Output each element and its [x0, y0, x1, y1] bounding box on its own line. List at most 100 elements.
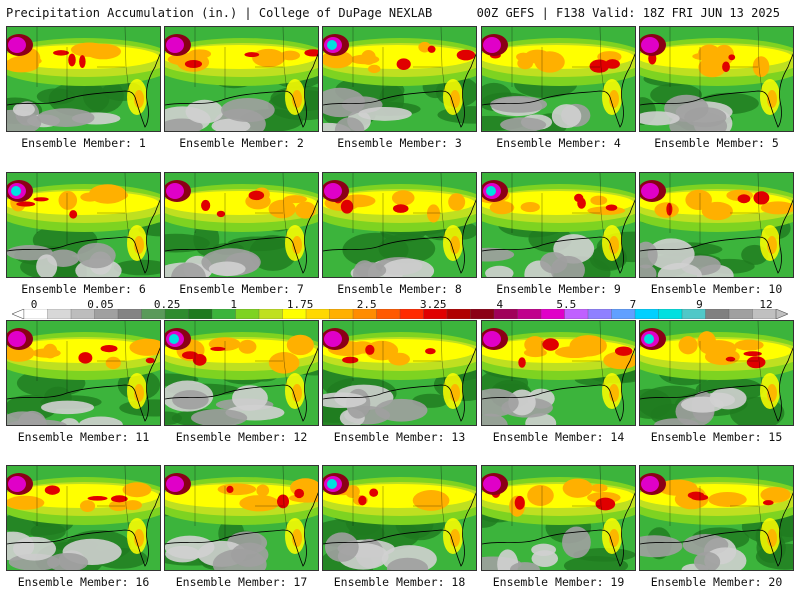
ensemble-member-panel: Ensemble Member: 3 — [322, 26, 477, 150]
ensemble-member-label: Ensemble Member: 15 — [650, 430, 783, 444]
ensemble-member-panel: Ensemble Member: 10 — [639, 172, 794, 296]
colorbar-swatch — [258, 309, 283, 319]
precip-map-frame — [6, 465, 161, 571]
ensemble-member-panel: Ensemble Member: 7 — [164, 172, 319, 296]
colorbar-tick-label: 7 — [629, 298, 637, 311]
colorbar-legend: 0 0.05 0.25 1 1.75 2.5 3.25 4 5.5 7 9 12 — [12, 298, 788, 320]
precip-map-frame — [6, 320, 161, 426]
colorbar-tick-label: 12 — [759, 298, 773, 311]
colorbar-swatch — [376, 309, 401, 319]
colorbar-swatch — [540, 309, 565, 319]
ensemble-member-panel: Ensemble Member: 14 — [481, 320, 636, 444]
precip-map — [482, 173, 635, 277]
ensemble-member-panel: Ensemble Member: 13 — [322, 320, 477, 444]
ensemble-member-label: Ensemble Member: 7 — [179, 282, 304, 296]
ensemble-member-label: Ensemble Member: 16 — [17, 575, 150, 589]
page-title: Precipitation Accumulation (in.) | Colle… — [6, 6, 433, 20]
colorbar-swatch — [611, 309, 636, 319]
colorbar-min-arrow — [12, 309, 25, 319]
precip-map — [7, 321, 160, 425]
ensemble-member-panel: Ensemble Member: 8 — [322, 172, 477, 296]
colorbar-tick-label: 4 — [496, 298, 504, 311]
colorbar-swatch — [47, 309, 72, 319]
precip-map — [165, 466, 318, 570]
colorbar-tick-label: 3.25 — [420, 298, 447, 311]
colorbar-swatch — [517, 309, 542, 319]
colorbar-max-arrow — [775, 309, 788, 319]
colorbar-swatch — [23, 309, 48, 319]
colorbar-swatch — [329, 309, 354, 319]
precip-map-frame — [164, 172, 319, 278]
colorbar-swatch — [493, 309, 518, 319]
precip-map — [7, 173, 160, 277]
colorbar-swatch — [141, 309, 166, 319]
colorbar-swatch — [282, 309, 307, 319]
ensemble-member-panel: Ensemble Member: 2 — [164, 26, 319, 150]
precip-map-frame — [639, 465, 794, 571]
precip-map-frame — [481, 172, 636, 278]
precip-map-frame — [481, 320, 636, 426]
colorbar-labels: 0 0.05 0.25 1 1.75 2.5 3.25 4 5.5 7 9 12 — [12, 298, 788, 311]
colorbar-swatch — [634, 309, 659, 319]
colorbar-tick-label: 0.05 — [87, 298, 114, 311]
precip-map — [482, 27, 635, 131]
ensemble-member-panel: Ensemble Member: 19 — [481, 465, 636, 589]
precip-map-frame — [322, 26, 477, 132]
colorbar-swatch — [423, 309, 448, 319]
colorbar-swatch — [728, 309, 753, 319]
colorbar-tick-label: 9 — [696, 298, 703, 311]
precip-map — [482, 466, 635, 570]
ensemble-member-label: Ensemble Member: 19 — [492, 575, 625, 589]
precip-map — [323, 173, 476, 277]
ensemble-member-label: Ensemble Member: 4 — [496, 136, 621, 150]
run-valid-time: 00Z GEFS | F138 Valid: 18Z FRI JUN 13 20… — [476, 6, 780, 20]
ensemble-member-panel: Ensemble Member: 9 — [481, 172, 636, 296]
colorbar-tick-label: 5.5 — [556, 298, 577, 311]
precip-map-frame — [639, 172, 794, 278]
ensemble-member-label: Ensemble Member: 9 — [496, 282, 621, 296]
ensemble-member-panel: Ensemble Member: 16 — [6, 465, 161, 589]
colorbar-swatch — [94, 309, 119, 319]
colorbar-swatch — [352, 309, 377, 319]
precip-map-frame — [639, 26, 794, 132]
colorbar-swatch — [446, 309, 471, 319]
colorbar-swatch — [752, 309, 777, 319]
ensemble-member-panel: Ensemble Member: 12 — [164, 320, 319, 444]
precip-map-frame — [481, 465, 636, 571]
precip-map-frame — [164, 26, 319, 132]
precip-map-frame — [164, 465, 319, 571]
precip-map — [323, 321, 476, 425]
precip-map — [7, 27, 160, 131]
ensemble-member-label: Ensemble Member: 17 — [175, 575, 308, 589]
precip-map — [323, 27, 476, 131]
precip-map-frame — [481, 26, 636, 132]
precip-map — [165, 173, 318, 277]
precip-map — [640, 173, 793, 277]
precip-map-frame — [322, 465, 477, 571]
colorbar-swatch — [117, 309, 142, 319]
colorbar-tick-label: 0 — [30, 298, 38, 311]
ensemble-member-label: Ensemble Member: 12 — [175, 430, 308, 444]
precip-map-frame — [639, 320, 794, 426]
colorbar-tick-label: 1.75 — [286, 298, 314, 311]
ensemble-member-panel: Ensemble Member: 4 — [481, 26, 636, 150]
ensemble-member-label: Ensemble Member: 20 — [650, 575, 783, 589]
precip-map-frame — [322, 172, 477, 278]
ensemble-member-panel: Ensemble Member: 15 — [639, 320, 794, 444]
colorbar-swatch — [70, 309, 95, 319]
precip-map-frame — [164, 320, 319, 426]
precip-map — [323, 466, 476, 570]
colorbar-swatch — [705, 309, 730, 319]
precip-map — [640, 27, 793, 131]
ensemble-member-label: Ensemble Member: 6 — [21, 282, 146, 296]
precip-map — [165, 27, 318, 131]
ensemble-member-panel: Ensemble Member: 20 — [639, 465, 794, 589]
ensemble-member-label: Ensemble Member: 10 — [650, 282, 783, 296]
colorbar-tick-label: 0.25 — [153, 298, 181, 311]
ensemble-member-label: Ensemble Member: 8 — [337, 282, 462, 296]
ensemble-member-label: Ensemble Member: 14 — [492, 430, 625, 444]
ensemble-member-label: Ensemble Member: 2 — [179, 136, 304, 150]
precip-map — [640, 321, 793, 425]
colorbar-swatch — [658, 309, 683, 319]
ensemble-member-label: Ensemble Member: 5 — [654, 136, 779, 150]
